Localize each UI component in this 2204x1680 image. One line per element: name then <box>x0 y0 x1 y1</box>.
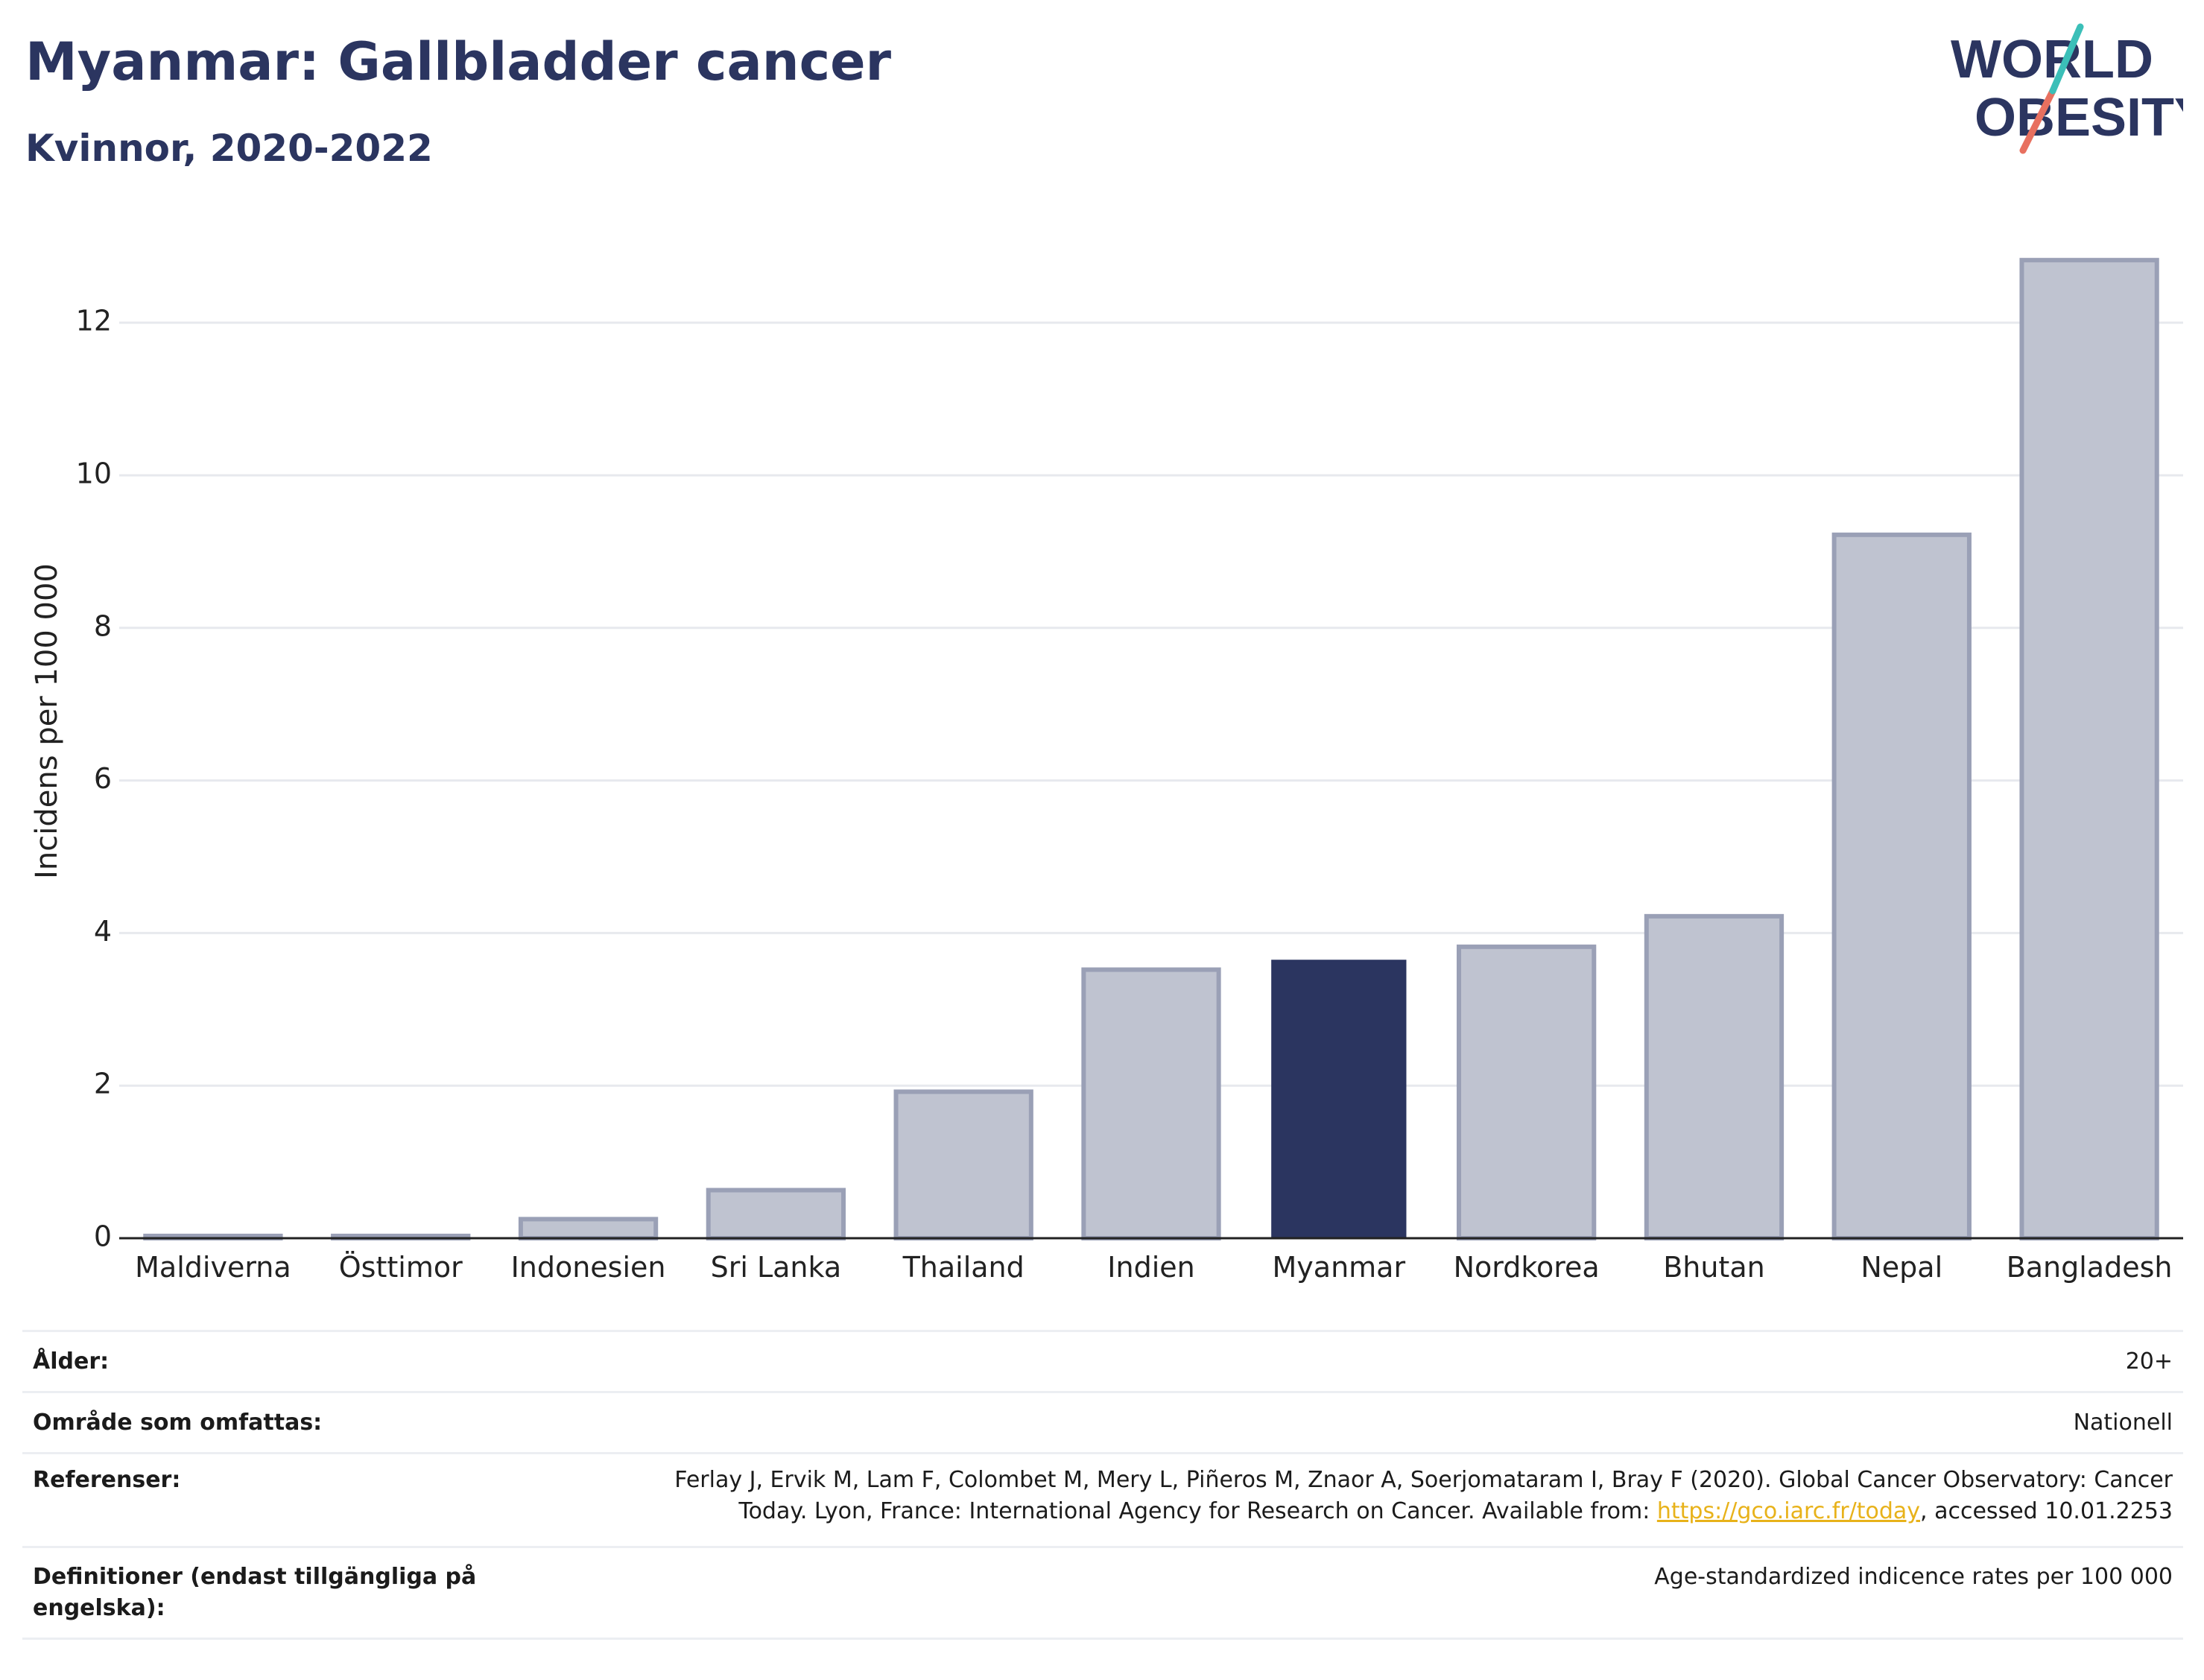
y-tick-label: 10 <box>76 457 112 489</box>
reference-accessed: , accessed 10.01.2253 <box>1920 1498 2173 1524</box>
axes: 0 2 4 6 8 10 12 Maldiverna Östtimor Indonesien Sri… <box>76 305 2183 1284</box>
bar-nepal <box>1831 532 1972 1240</box>
x-tick-label: Indonesien <box>511 1251 666 1284</box>
bar-indonesien <box>518 1217 659 1240</box>
meta-value: Age-standardized indicence rates per 100… <box>1654 1564 2173 1590</box>
x-tick-label: Nepal <box>1861 1251 1942 1284</box>
y-tick-label: 4 <box>94 915 112 948</box>
bar-sri-lanka <box>706 1188 846 1241</box>
meta-key: Ålder: <box>33 1348 110 1375</box>
logo-line1: WORLD <box>1951 30 2153 89</box>
y-tick-label: 2 <box>94 1068 112 1100</box>
bar-myanmar <box>1271 960 1407 1238</box>
x-tick-label: Sri Lanka <box>711 1251 842 1284</box>
x-tick-label: Östtimor <box>339 1251 463 1284</box>
y-axis-label: Incidens per 100 000 <box>30 563 64 879</box>
reference-link[interactable]: https://gco.iarc.fr/today <box>1656 1498 1921 1524</box>
bars <box>143 258 2159 1241</box>
meta-row-age: Ålder: 20+ <box>22 1330 2183 1391</box>
meta-value: 20+ <box>2125 1348 2173 1375</box>
meta-key: Definitioner (endast tillgängliga på eng… <box>33 1564 477 1621</box>
metadata-table: Ålder: 20+ Område som omfattas: Nationel… <box>22 1330 2183 1640</box>
x-tick-label: Nordkorea <box>1454 1251 1600 1284</box>
meta-value: Ferlay J, Ervik M, Lam F, Colombet M, Me… <box>495 1465 2173 1546</box>
bar-bangladesh <box>2019 258 2159 1240</box>
meta-key: Område som omfattas: <box>33 1409 323 1436</box>
bar-indien <box>1081 967 1221 1241</box>
x-tick-label: Bhutan <box>1663 1251 1765 1284</box>
meta-row-references: Referenser: Ferlay J, Ervik M, Lam F, Co… <box>22 1452 2183 1546</box>
chart-title: Myanmar: Gallbladder cancer <box>25 31 892 92</box>
x-tick-label: Maldiverna <box>135 1251 291 1284</box>
bar-bhutan <box>1644 913 1785 1240</box>
x-tick-label: Indien <box>1107 1251 1194 1284</box>
y-tick-label: 0 <box>94 1220 112 1253</box>
reference-line-1: Ferlay J, Ervik M, Lam F, Colombet M, Me… <box>674 1467 2173 1493</box>
meta-value: Nationell <box>2073 1409 2173 1436</box>
bar-chart: 0 2 4 6 8 10 12 Maldiverna Östtimor Indonesien Sri… <box>30 258 2183 1284</box>
y-tick-label: 12 <box>76 305 112 337</box>
x-tick-label: Thailand <box>902 1251 1025 1284</box>
bar-thailand <box>893 1089 1033 1241</box>
y-tick-label: 8 <box>94 609 112 642</box>
x-tick-label: Bangladesh <box>2007 1251 2173 1284</box>
reference-text: Today. Lyon, France: International Agenc… <box>738 1498 1657 1524</box>
meta-row-area: Område som omfattas: Nationell <box>22 1391 2183 1452</box>
world-obesity-logo: WORLD OBESITY <box>1945 16 2204 158</box>
meta-key: Referenser: <box>33 1467 181 1493</box>
x-tick-label: Myanmar <box>1273 1251 1406 1284</box>
meta-row-definitions: Definitioner (endast tillgängliga på eng… <box>22 1546 2183 1640</box>
logo-line2: OBESITY <box>1975 88 2183 148</box>
y-tick-label: 6 <box>94 762 112 795</box>
reference-line-2: Today. Lyon, France: International Agenc… <box>495 1496 2173 1527</box>
chart-subtitle: Kvinnor, 2020-2022 <box>25 127 433 170</box>
bar-nordkorea <box>1456 944 1597 1241</box>
